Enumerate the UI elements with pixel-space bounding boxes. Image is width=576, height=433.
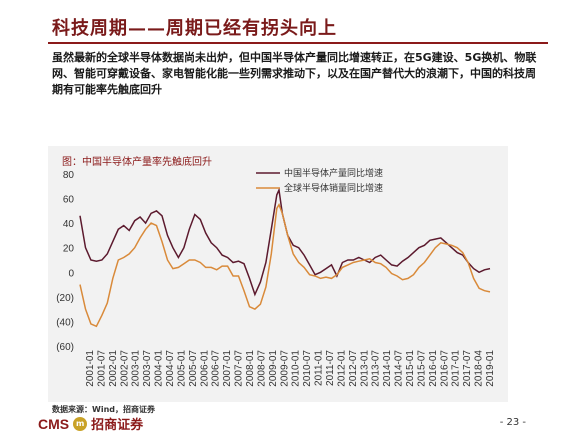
y-tick-label: 20 bbox=[63, 244, 75, 255]
chart-title: 图：中国半导体产量率先触底回升 bbox=[62, 157, 212, 168]
logo-badge-icon: m bbox=[73, 416, 88, 431]
x-tick-label: 2004-01 bbox=[154, 350, 165, 387]
logo-cms-text: CMS bbox=[38, 415, 70, 432]
x-tick-label: 2012-01 bbox=[336, 350, 347, 387]
legend-label-2: 全球半导体销量同比增速 bbox=[284, 182, 383, 194]
x-tick-label: 2002-07 bbox=[119, 350, 130, 387]
x-tick-label: 2005-07 bbox=[188, 350, 199, 387]
x-tick-label: 2018-04 bbox=[474, 350, 485, 387]
x-tick-label: 2016-01 bbox=[428, 350, 439, 387]
x-tick-label: 2014-07 bbox=[394, 350, 405, 387]
title-divider bbox=[48, 42, 548, 44]
x-tick-label: 2006-01 bbox=[199, 350, 210, 387]
x-tick-label: 2014-01 bbox=[382, 350, 393, 387]
x-tick-label: 2007-01 bbox=[222, 350, 233, 387]
x-tick-label: 2010-01 bbox=[291, 350, 302, 387]
y-tick-label: (60) bbox=[56, 342, 74, 353]
x-tick-label: 2002-01 bbox=[108, 350, 119, 387]
x-tick-label: 2013-01 bbox=[359, 350, 370, 387]
x-tick-label: 2001-07 bbox=[96, 350, 107, 387]
x-tick-label: 2011-07 bbox=[325, 350, 336, 386]
company-logo: CMS m 招商证券 bbox=[38, 414, 143, 433]
x-tick-label: 2003-01 bbox=[131, 350, 142, 387]
y-tick-label: (20) bbox=[56, 293, 74, 304]
series-line-1 bbox=[79, 187, 491, 297]
x-tick-label: 2006-07 bbox=[211, 350, 222, 387]
x-tick-label: 2015-01 bbox=[405, 350, 416, 387]
x-tick-label: 2008-01 bbox=[245, 350, 256, 387]
x-tick-label: 2011-01 bbox=[314, 350, 325, 386]
y-tick-label: 0 bbox=[68, 268, 74, 279]
series-line-2 bbox=[79, 202, 491, 328]
x-tick-label: 2012-07 bbox=[348, 350, 359, 387]
x-tick-label: 2016-07 bbox=[439, 350, 450, 387]
slide-summary: 虽然最新的全球半导体数据尚未出炉，但中国半导体产量同比增速转正，在5G建设、5G… bbox=[52, 51, 537, 96]
legend-label-1: 中国半导体产量同比增速 bbox=[284, 167, 383, 179]
x-tick-label: 2017-07 bbox=[462, 350, 473, 387]
x-tick-label: 2007-07 bbox=[234, 350, 245, 387]
x-tick-label: 2009-07 bbox=[279, 350, 290, 387]
logo-chinese-name: 招商证券 bbox=[91, 418, 144, 433]
x-tick-label: 2001-01 bbox=[85, 350, 96, 387]
x-tick-label: 2013-07 bbox=[371, 350, 382, 387]
x-tick-label: 2003-07 bbox=[142, 350, 153, 387]
x-tick-label: 2015-07 bbox=[416, 350, 427, 387]
y-tick-label: 60 bbox=[63, 195, 75, 206]
y-tick-label: 80 bbox=[63, 170, 75, 181]
x-tick-label: 2019-01 bbox=[485, 350, 496, 387]
x-tick-label: 2017-01 bbox=[451, 350, 462, 387]
data-source-note: 数据来源：Wind，招商证券 bbox=[52, 405, 155, 414]
x-tick-label: 2008-07 bbox=[256, 350, 267, 387]
page-number: - 23 - bbox=[499, 417, 526, 428]
y-tick-label: (40) bbox=[56, 317, 74, 328]
x-tick-label: 2010-07 bbox=[302, 350, 313, 387]
x-tick-label: 2005-01 bbox=[176, 350, 187, 387]
y-tick-label: 40 bbox=[63, 219, 75, 230]
x-tick-label: 2009-01 bbox=[268, 350, 279, 387]
x-tick-label: 2004-07 bbox=[165, 350, 176, 387]
slide-title: 科技周期——周期已经有拐头向上 bbox=[52, 18, 337, 39]
